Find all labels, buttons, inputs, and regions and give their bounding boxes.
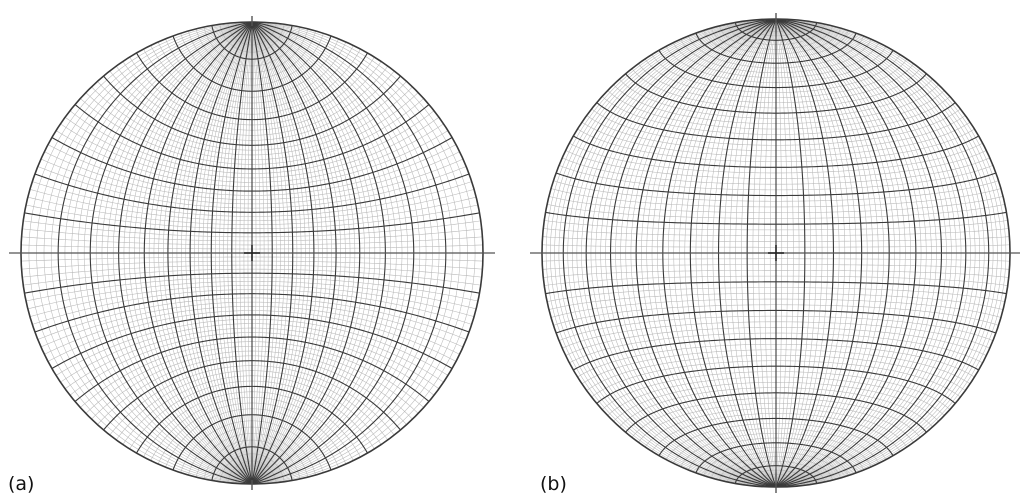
major-small-circle bbox=[695, 32, 857, 64]
major-small-circle bbox=[74, 104, 430, 170]
major-small-circle bbox=[625, 73, 927, 114]
major-small-circle bbox=[74, 336, 430, 402]
major-small-circle bbox=[51, 314, 453, 369]
major-small-circle bbox=[596, 102, 956, 141]
major-small-circle bbox=[596, 365, 956, 404]
major-small-circle bbox=[734, 465, 818, 484]
major-small-circle bbox=[625, 392, 927, 433]
major-small-circle bbox=[211, 446, 293, 481]
major-small-circle bbox=[103, 360, 401, 431]
stereonet-a bbox=[9, 16, 495, 490]
major-small-circle bbox=[658, 50, 894, 89]
major-small-circle bbox=[24, 272, 480, 294]
major-small-circle bbox=[555, 172, 997, 197]
major-small-circle bbox=[211, 25, 293, 60]
panel-label-a: (a) bbox=[8, 473, 34, 495]
major-small-circle bbox=[555, 309, 997, 334]
major-small-circle bbox=[545, 211, 1007, 225]
major-small-circle bbox=[658, 417, 894, 456]
stereonet-b bbox=[530, 13, 1020, 493]
major-small-circle bbox=[695, 442, 857, 474]
major-small-circle bbox=[172, 35, 332, 92]
major-small-circle bbox=[103, 75, 401, 146]
major-small-circle bbox=[51, 137, 453, 192]
major-small-circle bbox=[545, 281, 1007, 295]
panel-label-b: (b) bbox=[540, 473, 567, 495]
major-small-circle bbox=[573, 338, 979, 371]
major-small-circle bbox=[34, 293, 470, 333]
major-small-circle bbox=[172, 414, 332, 471]
major-small-circle bbox=[136, 385, 368, 454]
major-small-circle bbox=[34, 173, 470, 213]
major-small-circle bbox=[136, 52, 368, 121]
major-small-circle bbox=[24, 212, 480, 234]
major-small-circle bbox=[734, 22, 818, 41]
major-small-circle bbox=[573, 135, 979, 168]
